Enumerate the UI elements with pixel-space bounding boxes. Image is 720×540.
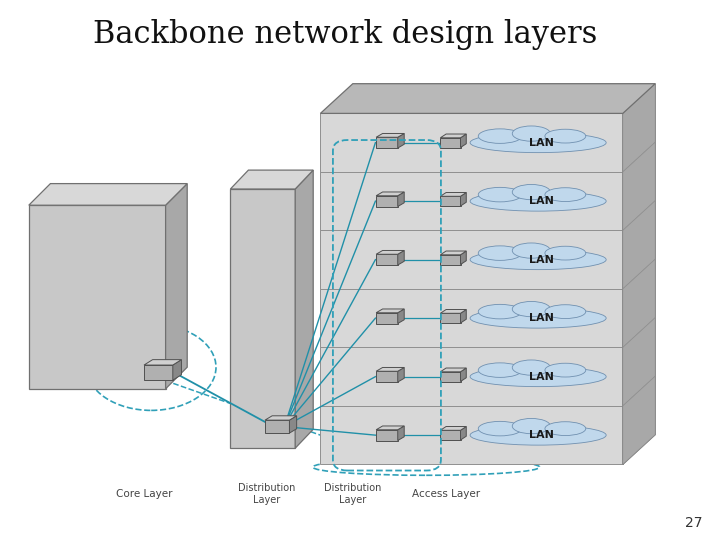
Polygon shape [441, 197, 461, 206]
Polygon shape [29, 184, 187, 205]
Ellipse shape [545, 246, 586, 260]
Polygon shape [397, 367, 404, 382]
Text: LAN: LAN [529, 196, 554, 206]
Polygon shape [441, 134, 467, 138]
Polygon shape [623, 376, 655, 464]
Polygon shape [376, 192, 404, 195]
Polygon shape [623, 259, 655, 347]
Polygon shape [320, 406, 623, 464]
Polygon shape [295, 170, 313, 448]
Polygon shape [397, 192, 404, 206]
Polygon shape [623, 201, 655, 289]
Ellipse shape [470, 191, 606, 211]
Ellipse shape [512, 360, 550, 375]
Ellipse shape [512, 301, 550, 316]
Ellipse shape [512, 126, 550, 141]
Text: LAN: LAN [529, 138, 554, 147]
Ellipse shape [470, 249, 606, 269]
Polygon shape [144, 360, 181, 365]
Text: LAN: LAN [529, 372, 554, 382]
Polygon shape [397, 309, 404, 323]
Polygon shape [441, 313, 461, 323]
Polygon shape [29, 205, 166, 389]
Polygon shape [441, 368, 467, 372]
Polygon shape [461, 368, 467, 381]
Polygon shape [320, 113, 623, 172]
Polygon shape [376, 367, 404, 372]
Polygon shape [376, 430, 397, 441]
Ellipse shape [545, 422, 586, 436]
Text: LAN: LAN [529, 313, 554, 323]
Polygon shape [397, 251, 404, 265]
Ellipse shape [470, 308, 606, 328]
Ellipse shape [470, 425, 606, 445]
Polygon shape [376, 313, 397, 323]
Polygon shape [623, 318, 655, 406]
Polygon shape [320, 231, 623, 289]
Polygon shape [376, 309, 404, 313]
Text: Access Layer: Access Layer [413, 489, 480, 499]
Ellipse shape [478, 421, 522, 436]
Polygon shape [441, 255, 461, 265]
Text: LAN: LAN [529, 255, 554, 265]
Ellipse shape [545, 188, 586, 201]
Polygon shape [230, 189, 295, 448]
Polygon shape [376, 195, 397, 206]
Polygon shape [441, 138, 461, 147]
Ellipse shape [545, 363, 586, 377]
Polygon shape [441, 309, 467, 313]
Text: Backbone network design layers: Backbone network design layers [94, 19, 598, 50]
Ellipse shape [470, 367, 606, 387]
Polygon shape [376, 137, 397, 148]
Polygon shape [461, 309, 467, 323]
Polygon shape [441, 427, 467, 430]
Ellipse shape [478, 246, 522, 260]
Polygon shape [376, 251, 404, 254]
Polygon shape [265, 420, 289, 433]
Polygon shape [397, 133, 404, 148]
Ellipse shape [478, 129, 522, 144]
Text: Distribution
Layer: Distribution Layer [238, 483, 295, 505]
Polygon shape [173, 360, 181, 380]
Polygon shape [376, 426, 404, 430]
Polygon shape [461, 134, 467, 147]
Ellipse shape [478, 305, 522, 319]
Polygon shape [461, 251, 467, 265]
Polygon shape [623, 142, 655, 231]
Polygon shape [376, 372, 397, 382]
Polygon shape [376, 133, 404, 137]
Polygon shape [397, 426, 404, 441]
Text: LAN: LAN [529, 430, 554, 440]
Ellipse shape [478, 187, 522, 202]
Polygon shape [265, 416, 297, 420]
Polygon shape [144, 365, 173, 380]
Ellipse shape [545, 305, 586, 319]
Polygon shape [320, 289, 623, 347]
Polygon shape [441, 193, 467, 197]
Polygon shape [623, 84, 655, 464]
Ellipse shape [545, 129, 586, 143]
Ellipse shape [512, 185, 550, 200]
Ellipse shape [512, 418, 550, 434]
Text: Distribution
Layer: Distribution Layer [324, 483, 382, 505]
Polygon shape [623, 84, 655, 172]
Text: 27: 27 [685, 516, 702, 530]
Polygon shape [441, 372, 461, 381]
Ellipse shape [478, 363, 522, 377]
Polygon shape [320, 84, 655, 113]
Polygon shape [441, 251, 467, 255]
Polygon shape [230, 170, 313, 189]
Ellipse shape [512, 243, 550, 258]
Polygon shape [441, 430, 461, 440]
Text: Core Layer: Core Layer [116, 489, 172, 499]
Polygon shape [461, 427, 467, 440]
Polygon shape [320, 347, 623, 406]
Ellipse shape [470, 133, 606, 153]
Polygon shape [166, 184, 187, 389]
Polygon shape [320, 172, 623, 231]
Polygon shape [289, 416, 297, 433]
Polygon shape [461, 193, 467, 206]
Polygon shape [376, 254, 397, 265]
